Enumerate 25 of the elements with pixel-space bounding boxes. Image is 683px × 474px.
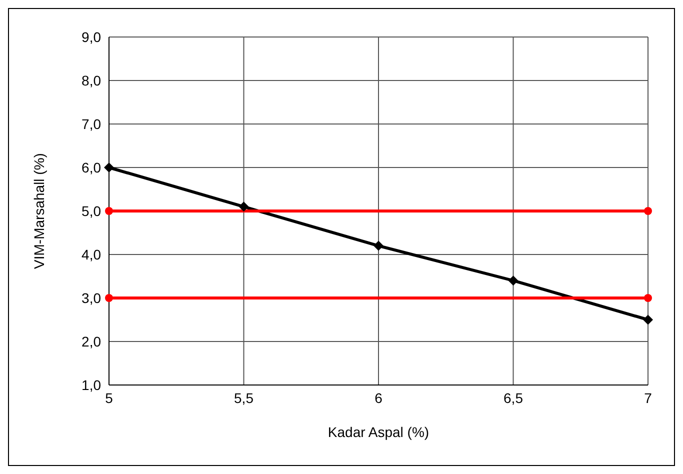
y-tick-label: 4,0 <box>82 246 102 262</box>
y-tick-label: 9,0 <box>82 28 102 45</box>
x-tick-label: 5,5 <box>234 390 254 406</box>
y-tick-label: 1,0 <box>82 376 102 393</box>
point <box>104 162 114 172</box>
y-tick-label: 2,0 <box>82 333 102 350</box>
point <box>508 276 518 286</box>
y-tick-label: 8,0 <box>82 72 102 88</box>
point <box>238 202 249 212</box>
x-tick-label: 6,5 <box>504 390 524 406</box>
y-tick-label: 5,0 <box>82 202 102 219</box>
point <box>105 294 113 302</box>
y-axis-title: VIM-Marsahall (%) <box>30 153 47 269</box>
x-axis-title: Kadar Aspal (%) <box>328 424 430 440</box>
y-tick-label: 3,0 <box>82 290 102 306</box>
y-tick-label: 6,0 <box>82 159 102 176</box>
x-tick-label: 6 <box>374 390 383 406</box>
y-tick-label: 7,0 <box>82 116 102 132</box>
point <box>644 294 652 302</box>
point <box>643 314 653 325</box>
x-tick-label: 5 <box>105 390 114 406</box>
point <box>374 240 384 251</box>
x-tick-label: 7 <box>644 390 652 406</box>
point <box>105 207 113 215</box>
point <box>644 207 652 215</box>
